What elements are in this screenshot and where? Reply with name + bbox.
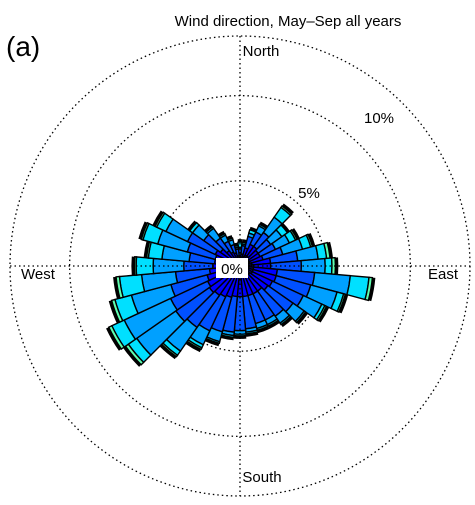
bar-rim-70	[307, 233, 316, 247]
bar-rim-180	[233, 335, 247, 339]
bar-rim-190	[220, 335, 234, 341]
bar-rim-140	[281, 316, 293, 328]
bar-rim-260	[113, 276, 120, 299]
bar-rim-20	[249, 226, 258, 233]
bar-rim-250	[108, 300, 120, 324]
bar-rim-230	[123, 346, 142, 367]
south-label: South	[242, 469, 281, 486]
bar-rim-200	[204, 338, 220, 347]
sector-220	[159, 265, 241, 360]
bar-rim-60	[291, 228, 300, 240]
bar-rim-130	[296, 311, 309, 325]
west-label: West	[21, 266, 56, 283]
bar-rim-220	[159, 344, 177, 360]
bar-rim-320	[204, 224, 213, 233]
bar-rim-110	[338, 294, 349, 314]
bar-rim-150	[268, 320, 280, 329]
bar-rim-240	[106, 327, 122, 351]
grid-ring-outer	[9, 35, 471, 497]
ring-label-10: 10%	[364, 110, 394, 127]
bar-rim-90	[335, 257, 339, 275]
east-label: East	[428, 266, 459, 283]
bar-rim-330	[217, 230, 225, 237]
ring-label-5-bg	[295, 183, 323, 201]
center-label: 0%	[221, 261, 243, 278]
bar-rim-350	[233, 242, 239, 247]
bar-rim-340	[226, 235, 233, 240]
bar-rim-120	[318, 306, 330, 323]
ring-label-5: 5%	[298, 185, 320, 202]
bar-rim-160	[257, 326, 270, 334]
bar-rim-30	[259, 221, 269, 229]
grid-ring-10	[68, 94, 412, 438]
bar-rim-100	[368, 277, 376, 302]
sector-300	[152, 210, 241, 267]
bar-rim-170	[245, 331, 259, 337]
bar-rim-80	[327, 241, 333, 259]
sector-50	[239, 222, 290, 267]
bar-rim-290	[138, 221, 148, 240]
bar-rim-50	[280, 222, 290, 233]
bars-layer	[106, 203, 376, 367]
bar-rim-0	[237, 239, 243, 243]
bar-rim-300	[152, 210, 164, 227]
bar-rim-210	[185, 341, 202, 353]
chart-title: Wind direction, May–Sep all years	[175, 13, 402, 30]
panel-label: (a)	[6, 31, 40, 62]
center-label-bg	[216, 258, 248, 278]
bar-rim-270	[131, 256, 135, 276]
bar-rim-40	[282, 203, 294, 215]
bar-rim-310	[187, 220, 197, 231]
sector-90	[239, 256, 339, 276]
north-label: North	[243, 43, 280, 60]
sector-110	[239, 265, 349, 314]
sector-100	[239, 265, 376, 302]
bar-rim-280	[143, 240, 150, 258]
label-layer: (a) Wind direction, May–Sep all years No…	[6, 13, 459, 486]
